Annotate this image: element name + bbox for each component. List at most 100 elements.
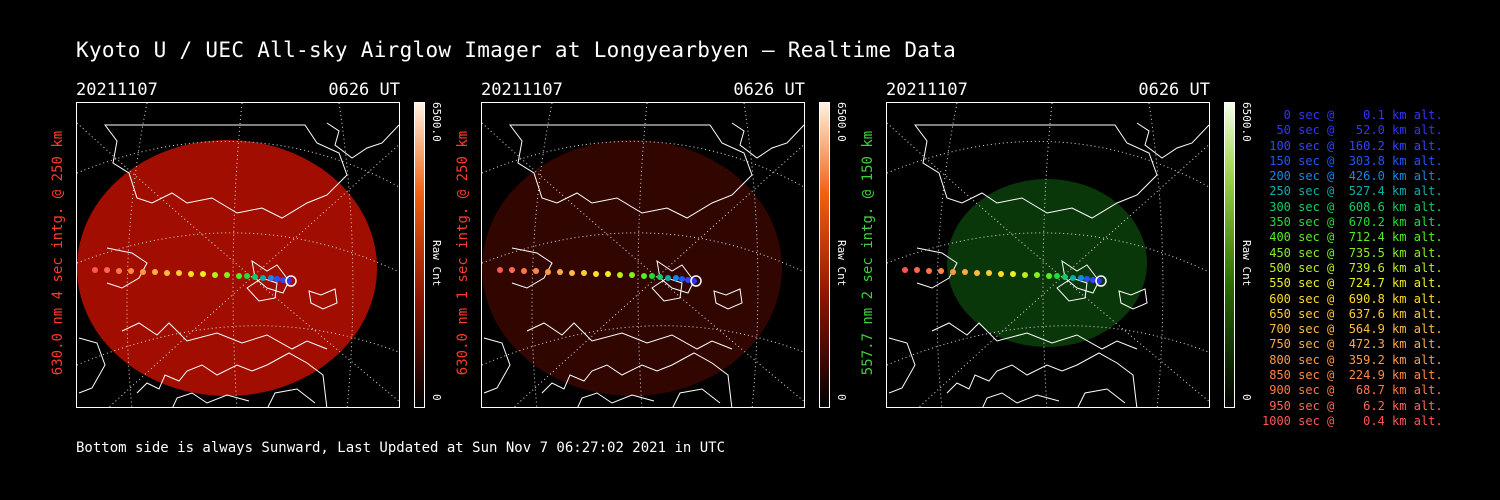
colorbar-min: 0: [430, 394, 443, 401]
coastline: [982, 392, 1060, 407]
trajectory-point: [1022, 272, 1028, 278]
coastline: [267, 388, 316, 407]
trajectory-point: [1046, 273, 1052, 279]
map-svg: [77, 103, 399, 407]
legend-entry: 50 sec @ 52.0 km alt.: [1262, 123, 1443, 138]
trajectory-point: [685, 277, 691, 283]
trajectory-point: [1034, 272, 1040, 278]
trajectory-point: [1084, 276, 1090, 282]
trajectory-point: [545, 269, 551, 275]
trajectory-point: [1090, 277, 1096, 283]
trajectory-point: [244, 273, 250, 279]
latlon-gridline: [936, 103, 958, 407]
station-marker: [690, 275, 702, 287]
trajectory-point: [280, 277, 286, 283]
svalbard-coastline: [651, 277, 683, 302]
coastline: [1136, 122, 1209, 159]
colorbar: [1224, 102, 1235, 408]
legend-entry: 250 sec @ 527.4 km alt.: [1262, 184, 1443, 199]
panel-time: 0626 UT: [1138, 80, 1210, 100]
legend-entry: 700 sec @ 564.9 km alt.: [1262, 322, 1443, 337]
trajectory-point: [521, 268, 527, 274]
trajectory-point: [902, 267, 908, 273]
colorbar-unit: Raw Cnt: [1240, 240, 1253, 287]
airglow-region: [482, 140, 782, 396]
coastline: [1061, 259, 1100, 294]
allsky-image[interactable]: [481, 102, 805, 408]
allsky-image[interactable]: [886, 102, 1210, 408]
legend-entry: 550 sec @ 724.7 km alt.: [1262, 276, 1443, 291]
trajectory-point: [641, 273, 647, 279]
svalbard-coastline: [246, 277, 278, 302]
coastline: [541, 352, 733, 407]
latlon-gridline: [482, 122, 804, 402]
trajectory-point: [962, 269, 968, 275]
trajectory-point: [665, 275, 671, 281]
coastline: [672, 388, 721, 407]
latlon-gridline: [77, 122, 399, 402]
allsky-image[interactable]: [76, 102, 400, 408]
trajectory-point: [260, 275, 266, 281]
panel-ylabel: 630.0 nm 1 sec intg. @ 250 km: [455, 130, 471, 376]
coastline: [713, 288, 743, 310]
coastline: [656, 259, 695, 294]
trajectory-point: [152, 269, 158, 275]
trajectory-point: [268, 275, 274, 281]
coastline: [104, 124, 348, 219]
trajectory-point: [212, 272, 218, 278]
coastline: [914, 124, 1158, 219]
trajectory-point: [593, 271, 599, 277]
legend-entry: 100 sec @ 160.2 km alt.: [1262, 138, 1443, 153]
trajectory-point: [1010, 271, 1016, 277]
trajectory-point: [140, 269, 146, 275]
legend-entry: 500 sec @ 739.6 km alt.: [1262, 260, 1443, 275]
trajectory-point: [673, 275, 679, 281]
latlon-gridline: [338, 103, 354, 407]
page-title: Kyoto U / UEC All-sky Airglow Imager at …: [76, 38, 957, 62]
colorbar-min: 0: [1240, 394, 1253, 401]
legend-entry: 950 sec @ 6.2 km alt.: [1262, 398, 1443, 413]
legend-entry: 1000 sec @ 0.4 km alt.: [1262, 413, 1443, 428]
station-marker: [1095, 275, 1107, 287]
panel-date: 20211107: [481, 80, 563, 100]
coastline: [78, 337, 106, 394]
legend-entry: 650 sec @ 637.6 km alt.: [1262, 306, 1443, 321]
colorbar-max: 6500.0: [430, 102, 443, 142]
trajectory-point: [252, 274, 258, 280]
latlon-gridline: [743, 103, 759, 407]
coastline: [731, 122, 804, 159]
legend-entry: 900 sec @ 68.7 km alt.: [1262, 383, 1443, 398]
legend-entry: 600 sec @ 690.8 km alt.: [1262, 291, 1443, 306]
trajectory-point: [950, 269, 956, 275]
colorbar-max: 6500.0: [835, 102, 848, 142]
coastline: [888, 337, 916, 394]
coastline: [509, 124, 753, 219]
latlon-gridline: [531, 103, 553, 407]
colorbar-max: 6500.0: [1240, 102, 1253, 142]
map-svg: [887, 103, 1209, 407]
airglow-region: [77, 140, 377, 396]
trajectory-point: [1070, 275, 1076, 281]
trajectory-point: [1096, 278, 1102, 284]
panel-ylabel: 557.7 nm 2 sec intg. @ 150 km: [860, 130, 876, 376]
trajectory-point: [569, 270, 575, 276]
coastline: [172, 392, 250, 407]
trajectory-point: [926, 268, 932, 274]
trajectory-point: [1054, 273, 1060, 279]
trajectory-point: [581, 270, 587, 276]
latlon-gridline: [126, 103, 148, 407]
trajectory-point: [679, 276, 685, 282]
colorbar-unit: Raw Cnt: [430, 240, 443, 287]
colorbar-min: 0: [835, 394, 848, 401]
coastline: [577, 392, 655, 407]
trajectory-point: [986, 270, 992, 276]
trajectory-point: [617, 272, 623, 278]
legend-entry: 200 sec @ 426.0 km alt.: [1262, 169, 1443, 184]
trajectory-point: [128, 268, 134, 274]
legend-entry: 450 sec @ 735.5 km alt.: [1262, 245, 1443, 260]
coastline: [483, 337, 511, 394]
panel-630nm-1sec: 20211107 0626 UT 630.0 nm 1 sec intg. @ …: [455, 80, 901, 440]
coastline: [251, 259, 290, 294]
legend-entry: 850 sec @ 224.9 km alt.: [1262, 368, 1443, 383]
latlon-gridline: [887, 122, 1209, 402]
